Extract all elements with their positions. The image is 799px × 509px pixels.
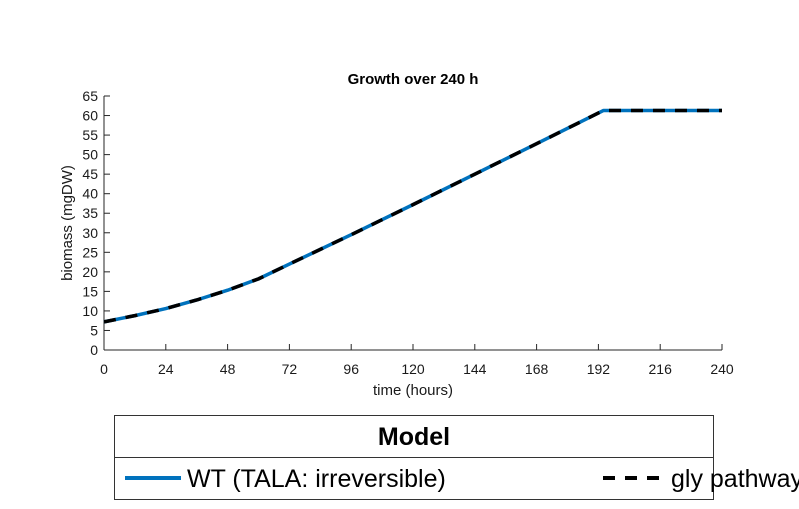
y-tick-label: 35 <box>82 205 98 221</box>
x-tick-label: 96 <box>343 361 359 377</box>
x-axis-label: time (hours) <box>373 382 453 399</box>
y-tick-label: 60 <box>82 108 98 124</box>
y-ticks: 0 5 10 15 20 25 30 35 40 45 50 55 60 65 <box>82 88 110 358</box>
y-tick-label: 10 <box>82 303 98 319</box>
y-tick-label: 0 <box>90 342 98 358</box>
x-tick-label: 216 <box>649 361 673 377</box>
y-axis-label: biomass (mgDW) <box>59 165 76 281</box>
legend: Model WT (TALA: irreversible) gly pathwa… <box>114 415 799 500</box>
x-tick-label: 168 <box>525 361 549 377</box>
legend-swatch-wt <box>125 476 181 480</box>
x-tick-label: 72 <box>282 361 298 377</box>
y-tick-label: 50 <box>82 147 98 163</box>
legend-label-gly: gly pathway <box>671 465 799 493</box>
x-tick-label: 120 <box>401 361 425 377</box>
y-tick-label: 65 <box>82 88 98 104</box>
legend-swatch-gly <box>603 476 659 480</box>
growth-chart: Growth over 240 h 0 24 48 72 96 120 144 168 192 2… <box>59 71 734 399</box>
y-tick-label: 30 <box>82 225 98 241</box>
chart-title: Growth over 240 h <box>348 71 479 88</box>
x-tick-label: 48 <box>220 361 236 377</box>
legend-title: Model <box>115 416 713 458</box>
series-layer <box>103 108 722 324</box>
x-tick-label: 192 <box>587 361 611 377</box>
series-line-1 <box>103 108 722 324</box>
y-tick-label: 25 <box>82 244 98 260</box>
y-tick-label: 20 <box>82 264 98 280</box>
x-ticks: 0 24 48 72 96 120 144 168 192 216 240 <box>100 344 734 377</box>
x-tick-label: 0 <box>100 361 108 377</box>
x-tick-label: 144 <box>463 361 487 377</box>
x-tick-label: 24 <box>158 361 174 377</box>
y-tick-label: 15 <box>82 283 98 299</box>
y-tick-label: 55 <box>82 127 98 143</box>
legend-entries: WT (TALA: irreversible) gly pathway <box>115 458 799 500</box>
x-tick-label: 240 <box>710 361 734 377</box>
y-tick-label: 5 <box>90 322 98 338</box>
y-tick-label: 40 <box>82 186 98 202</box>
series-line-0 <box>103 108 722 324</box>
y-tick-label: 45 <box>82 166 98 182</box>
legend-label-wt: WT (TALA: irreversible) <box>187 465 446 493</box>
plot-area: 0 24 48 72 96 120 144 168 192 216 240 0 5 10 15 20 25 30… <box>82 88 733 377</box>
